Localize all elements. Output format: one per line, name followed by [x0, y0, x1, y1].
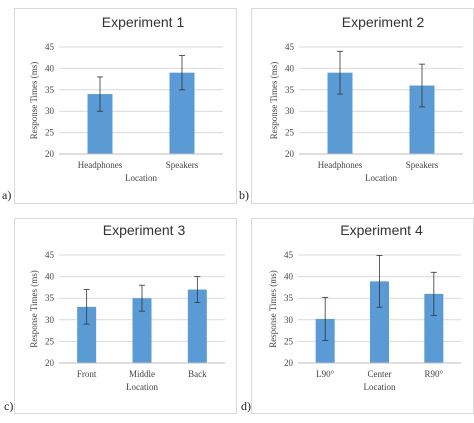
- y-tick-label: 20: [285, 149, 295, 159]
- chart-title: Experiment 1: [102, 14, 185, 30]
- x-tick-label: Front: [77, 369, 97, 379]
- chart-d: Experiment 4 20 25 30 35 40 45 L90° Center R90° Lo…: [268, 222, 461, 392]
- chart-panel-a: a) Experiment 1 20 25 30 35 40 45 Headphones Spe…: [0, 0, 237, 211]
- y-tick-label: 40: [285, 63, 295, 73]
- bar: [315, 318, 335, 363]
- y-tick-label: 45: [284, 250, 294, 260]
- x-tick-label: Speakers: [406, 160, 439, 170]
- bar: [77, 306, 97, 363]
- y-tick-label: 45: [285, 42, 295, 52]
- y-tick-label: 40: [45, 272, 55, 282]
- chart-panel-b: b) Experiment 2 20 25 30 35 40 45 Headphones Spe…: [237, 0, 474, 211]
- chart-title: Experiment 3: [103, 222, 186, 238]
- y-tick-label: 35: [285, 85, 295, 95]
- y-tick-label: 30: [45, 315, 55, 325]
- panel-letter-d: d): [241, 399, 251, 413]
- y-tick-label: 30: [285, 106, 295, 116]
- bar: [187, 289, 207, 363]
- y-tick-label: 20: [284, 358, 294, 368]
- panel-letter-a: a): [2, 188, 12, 202]
- panel-letter-b: b): [239, 188, 249, 202]
- x-tick-label: Center: [368, 369, 392, 379]
- chart-panel-d: d) Experiment 4 20 25 30 35 40 45 L90° Center R90…: [237, 212, 474, 423]
- y-tick-label: 25: [284, 336, 294, 346]
- bar: [370, 281, 389, 363]
- y-tick-label: 45: [45, 42, 55, 52]
- chart-b: Experiment 2 20 25 30 35 40 45 Headphones Speake…: [269, 14, 463, 183]
- y-tick-label: 40: [284, 272, 294, 282]
- y-tick-label: 35: [45, 85, 55, 95]
- chart-title: Experiment 2: [342, 14, 425, 30]
- y-tick-label: 25: [285, 128, 295, 138]
- x-tick-label: Headphones: [318, 160, 363, 170]
- y-axis-label: Response Times (ms): [29, 270, 39, 348]
- x-tick-label: L90°: [316, 369, 334, 379]
- x-tick-label: Back: [188, 369, 207, 379]
- panel-letter-c: c): [4, 399, 14, 413]
- chart-panel-c: c) Experiment 3 20 25 30 35 40 45 Front Middle Ba…: [0, 212, 237, 423]
- x-axis-label: Location: [125, 173, 157, 183]
- x-axis-label: Location: [364, 382, 396, 392]
- chart-c: Experiment 3 20 25 30 35 40 45 Front Middle Back L…: [29, 222, 225, 392]
- y-axis-label: Response Times (ms): [29, 62, 39, 140]
- y-tick-label: 35: [45, 293, 55, 303]
- y-axis-label: Response Times (ms): [268, 270, 278, 348]
- y-tick-label: 20: [45, 149, 55, 159]
- y-tick-label: 25: [45, 128, 55, 138]
- y-tick-label: 35: [284, 293, 294, 303]
- bar: [132, 298, 152, 363]
- y-tick-label: 25: [45, 336, 55, 346]
- x-tick-label: Middle: [129, 369, 155, 379]
- chart-a: Experiment 1 20 25 30 35 40 45 Headphones Speake…: [29, 14, 223, 183]
- x-tick-label: Speakers: [166, 160, 199, 170]
- x-axis-label: Location: [365, 173, 397, 183]
- x-tick-label: R90°: [425, 369, 444, 379]
- y-axis-label: Response Times (ms): [269, 62, 279, 140]
- x-tick-label: Headphones: [78, 160, 123, 170]
- y-tick-label: 40: [45, 63, 55, 73]
- x-axis-label: Location: [126, 382, 158, 392]
- chart-title: Experiment 4: [340, 222, 423, 238]
- y-tick-label: 30: [284, 315, 294, 325]
- y-tick-label: 45: [45, 250, 55, 260]
- y-tick-label: 20: [45, 358, 55, 368]
- bar: [424, 293, 444, 363]
- y-tick-label: 30: [45, 106, 55, 116]
